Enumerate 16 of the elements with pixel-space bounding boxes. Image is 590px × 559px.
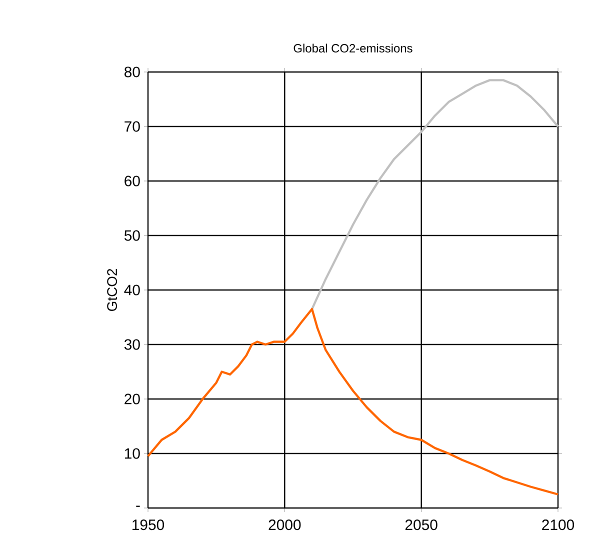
y-tick-label: 10 [125,448,140,459]
y-tick-label: 50 [124,230,140,241]
y-tick-label: 60 [124,176,140,186]
y-axis-title: GtCO2 [107,268,118,311]
x-tick-label: 2000 [268,520,301,530]
y-tick-label: 20 [124,394,140,404]
x-tick-label: 2100 [542,520,574,530]
y-tick-label: 40 [124,284,140,296]
chart-title: Global CO2-emissions [294,44,412,52]
y-tick-label: 80 [124,66,140,78]
y-tick-label: - [136,506,140,507]
x-tick-label: 1950 [132,520,164,530]
y-tick-label: 70 [124,121,140,132]
x-tick-label: 2050 [405,520,438,530]
y-tick-label: 30 [124,339,140,350]
line-series [146,308,560,496]
